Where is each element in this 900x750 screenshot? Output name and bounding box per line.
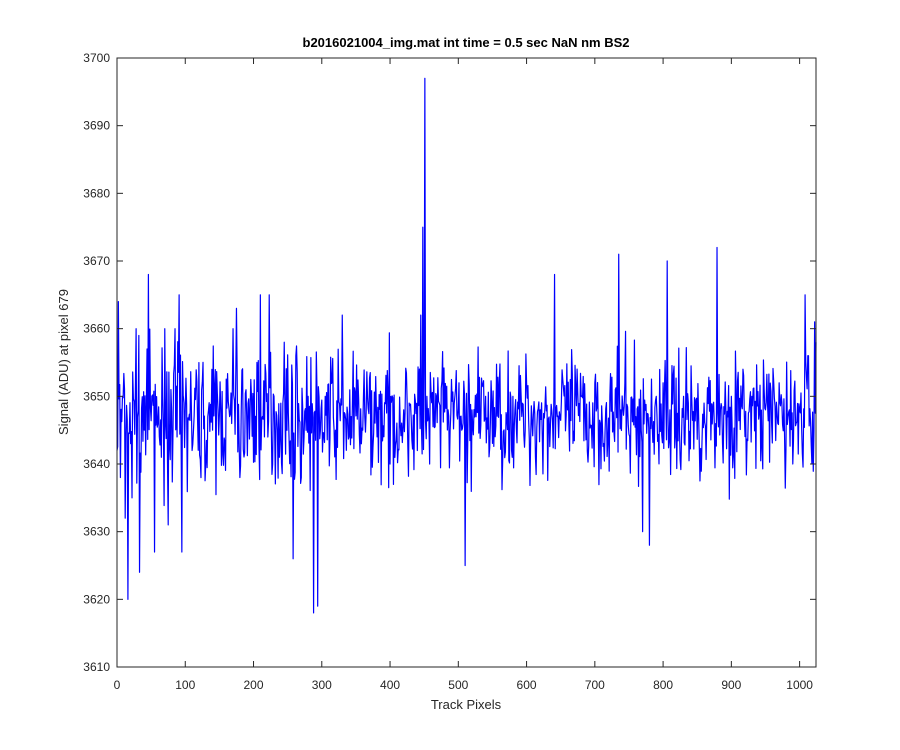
y-tick-label: 3690 (83, 119, 110, 133)
x-tick-label: 400 (380, 678, 400, 692)
x-tick-label: 100 (175, 678, 195, 692)
chart-title: b2016021004_img.mat int time = 0.5 sec N… (303, 35, 630, 50)
x-tick-label: 600 (517, 678, 537, 692)
x-tick-label: 800 (653, 678, 673, 692)
x-tick-label: 1000 (786, 678, 813, 692)
series-line (116, 77, 817, 614)
axes-box (116, 57, 817, 668)
y-tick-label: 3650 (83, 389, 110, 403)
y-tick-label: 3620 (83, 592, 110, 606)
x-tick-label: 900 (721, 678, 741, 692)
x-tick-label: 500 (448, 678, 468, 692)
x-axis-label: Track Pixels (431, 697, 502, 712)
y-tick-label: 3630 (83, 525, 110, 539)
x-tick-label: 300 (312, 678, 332, 692)
y-tick-label: 3700 (83, 51, 110, 65)
x-axis-ticks: 0 100 200 300 400 500 600 700 800 900 1000 (114, 58, 813, 692)
y-axis-label: Signal (ADU) at pixel 679 (56, 289, 71, 435)
x-tick-label: 700 (585, 678, 605, 692)
y-axis-ticks: 3610 3620 3630 3640 3650 3660 3670 3680 3690 3700 (83, 51, 816, 674)
series-layer (116, 77, 817, 614)
y-tick-label: 3610 (83, 660, 110, 674)
y-tick-label: 3660 (83, 322, 110, 336)
y-tick-label: 3670 (83, 254, 110, 268)
x-tick-label: 0 (114, 678, 121, 692)
x-tick-label: 200 (244, 678, 264, 692)
y-tick-label: 3640 (83, 457, 110, 471)
y-tick-label: 3680 (83, 186, 110, 200)
plot-area (117, 58, 816, 667)
